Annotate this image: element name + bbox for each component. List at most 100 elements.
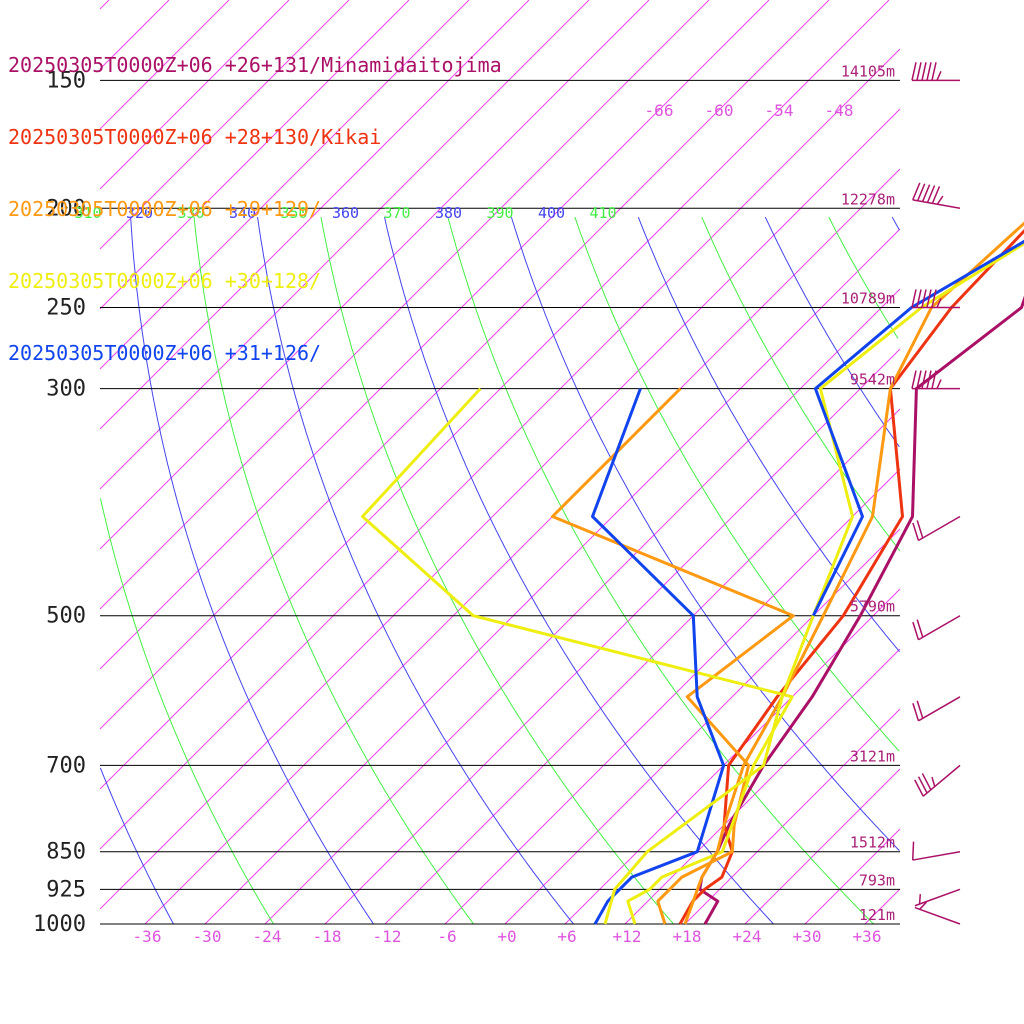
dry-adiabat xyxy=(637,216,900,652)
height-label: 121m xyxy=(859,906,895,924)
sounding-line xyxy=(683,221,1024,925)
sounding-line xyxy=(603,241,1024,925)
theta-label: 340 xyxy=(229,204,256,222)
dry-adiabat xyxy=(891,216,900,231)
barb-feather xyxy=(921,773,932,791)
barb-feather xyxy=(919,901,927,910)
height-label: 14105m xyxy=(841,62,895,80)
isotherm xyxy=(99,0,530,430)
height-label: 793m xyxy=(859,871,895,889)
sounding-line xyxy=(678,228,1024,925)
height-label: 9542m xyxy=(850,371,895,389)
barb-feather xyxy=(936,71,942,81)
barb-feather xyxy=(926,370,932,389)
x-tick-label: -18 xyxy=(313,927,342,946)
barb-shaft xyxy=(918,696,961,722)
isotherm xyxy=(144,168,901,925)
barb-feather xyxy=(916,619,924,638)
dry-adiabat xyxy=(828,216,899,339)
barb-feather xyxy=(911,289,917,308)
isobar-lines xyxy=(100,79,900,925)
wind-barb xyxy=(914,901,961,925)
barb-feather xyxy=(916,520,924,539)
barb-feather xyxy=(916,183,926,202)
isotherm xyxy=(99,0,110,10)
barb-shaft xyxy=(918,615,961,641)
legend-entry: 20250305T0000Z+06 +31+126/ xyxy=(8,341,322,365)
barb-feather xyxy=(921,184,931,202)
barb-shaft xyxy=(914,906,961,925)
isotherm xyxy=(684,708,901,925)
barb-feather xyxy=(917,776,928,794)
theta-label: 310 xyxy=(74,204,101,222)
wind-barb xyxy=(911,62,960,82)
isotherm xyxy=(99,0,710,610)
barb-feather xyxy=(916,370,922,389)
upper-tick-label: -48 xyxy=(825,101,854,120)
barb-feather xyxy=(911,841,915,861)
isotherm xyxy=(99,0,170,70)
isotherm xyxy=(504,528,901,925)
barb-shaft xyxy=(912,850,961,861)
dry-adiabat xyxy=(447,216,874,925)
height-label: 3121m xyxy=(850,747,895,765)
barb-shaft xyxy=(912,199,961,209)
wind-barb xyxy=(911,289,960,309)
dry-adiabat xyxy=(257,217,574,925)
barb-feather xyxy=(916,62,922,81)
barb-feather xyxy=(931,370,937,389)
isotherm xyxy=(864,888,901,925)
axis-labels: 100150200250300500700850925100016525m141… xyxy=(33,62,895,946)
pressure-label: 925 xyxy=(46,877,86,902)
barb-shaft xyxy=(914,888,961,907)
barb-feather xyxy=(926,62,932,81)
wind-barbs xyxy=(911,62,961,925)
barb-feather xyxy=(921,370,927,389)
x-tick-label: -12 xyxy=(373,927,402,946)
isotherm xyxy=(804,828,901,925)
barb-shaft xyxy=(918,515,961,542)
barb-feather xyxy=(916,700,924,719)
dry-adiabat xyxy=(320,217,674,925)
wind-barb xyxy=(912,515,961,542)
pressure-label: 200 xyxy=(46,196,86,221)
isotherm xyxy=(99,0,350,250)
barb-feather xyxy=(936,298,942,308)
x-tick-label: +18 xyxy=(673,927,702,946)
barb-feather xyxy=(931,186,941,204)
sounding-line xyxy=(811,239,1024,617)
legend-entry: 20250305T0000Z+06 +26+131/Minamidaitojim… xyxy=(8,53,502,77)
x-tick-label: +24 xyxy=(733,927,762,946)
dry-adiabat xyxy=(764,216,900,448)
barb-feather xyxy=(921,62,927,81)
isotherm xyxy=(744,768,901,925)
upper-tick-label: -60 xyxy=(705,101,734,120)
isotherm xyxy=(99,0,230,130)
wind-barb xyxy=(914,888,961,907)
wind-barb xyxy=(912,182,961,209)
dry-adiabat xyxy=(574,216,900,752)
pressure-label: 850 xyxy=(46,840,86,865)
dry-adiabat xyxy=(510,216,900,852)
x-tick-label: +12 xyxy=(613,927,642,946)
isotherm xyxy=(99,0,590,490)
sounding-line xyxy=(361,387,794,925)
barb-feather xyxy=(911,62,917,81)
theta-label: 390 xyxy=(486,204,513,222)
isotherm xyxy=(99,0,770,670)
x-tick-label: +36 xyxy=(853,927,882,946)
x-tick-label: +30 xyxy=(793,927,822,946)
barb-feather xyxy=(916,289,922,308)
legend-entry: 20250305T0000Z+06 +29+129/ xyxy=(8,197,322,221)
isotherm xyxy=(99,108,901,910)
wind-barb xyxy=(911,841,961,861)
isotherm xyxy=(99,0,830,730)
wind-barb xyxy=(914,764,961,797)
barb-shaft xyxy=(922,764,961,797)
dry-adiabat xyxy=(130,217,374,925)
x-tick-label: -24 xyxy=(253,927,282,946)
x-tick-label: +6 xyxy=(557,927,576,946)
theta-label: 400 xyxy=(538,204,565,222)
sounding-line xyxy=(698,295,1024,925)
wind-barb xyxy=(911,370,960,390)
